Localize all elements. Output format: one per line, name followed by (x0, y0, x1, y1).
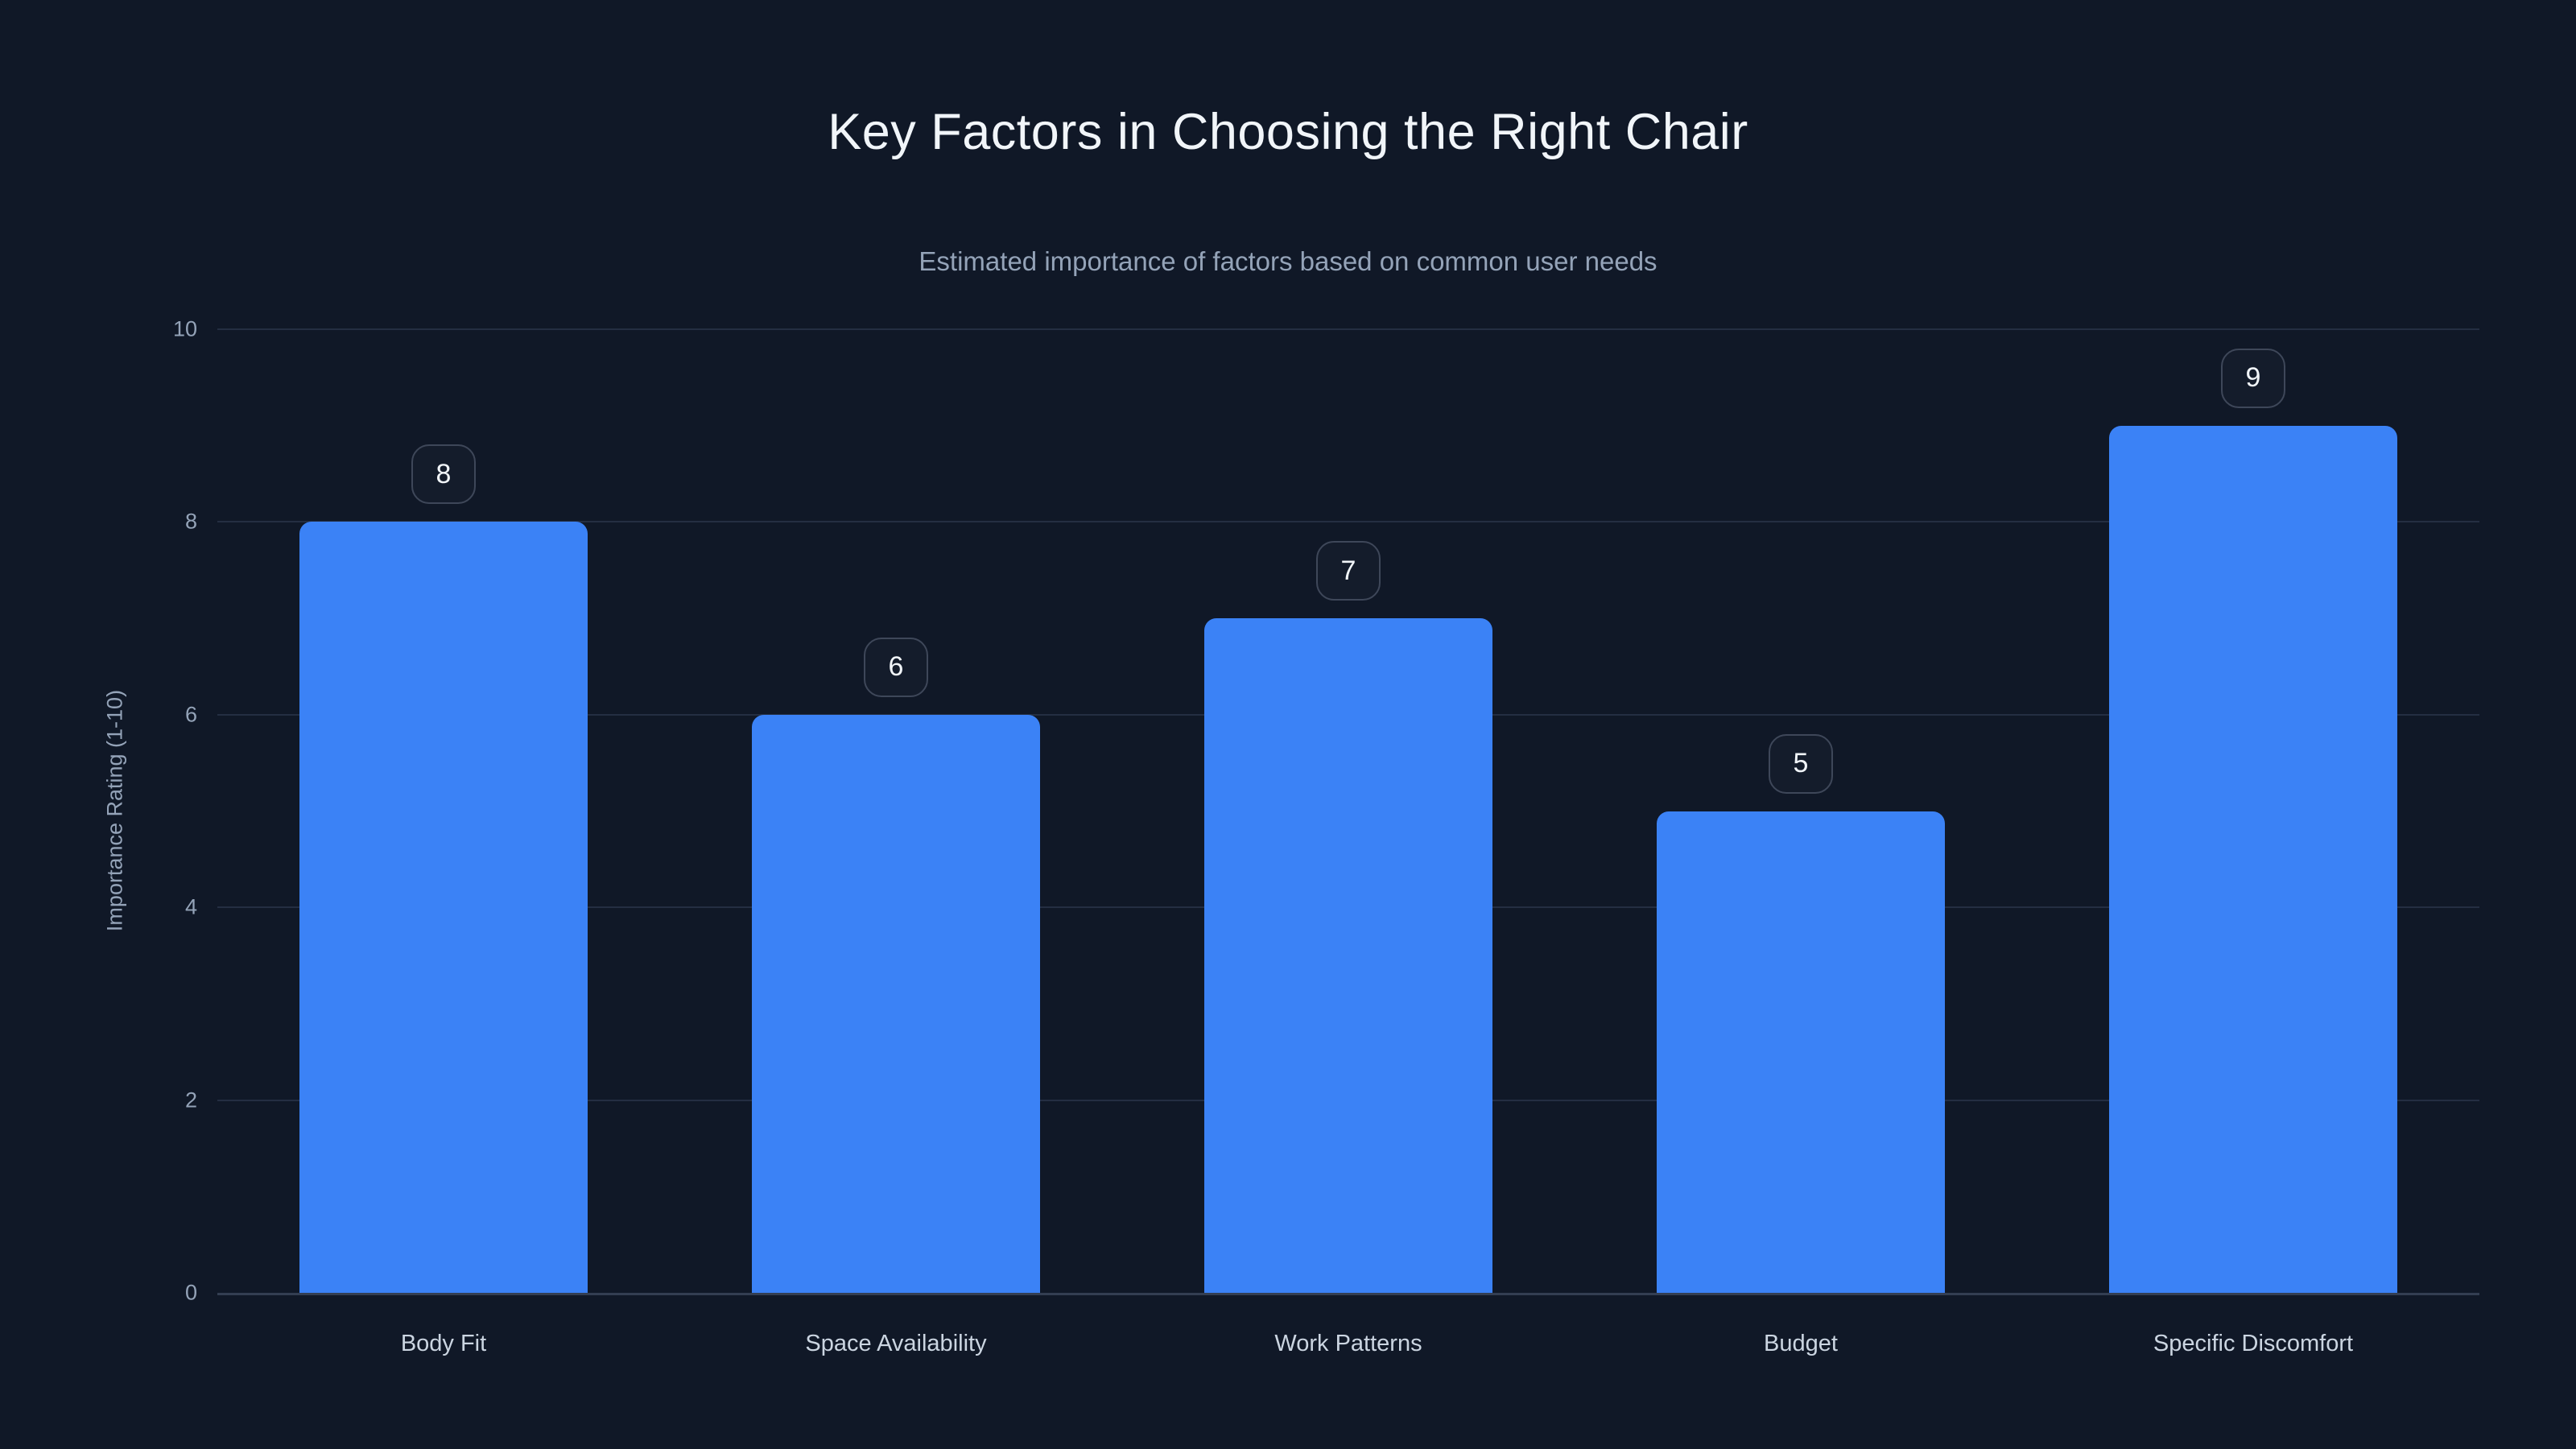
value-badge: 9 (2221, 348, 2285, 408)
x-category-label: Budget (1764, 1331, 1838, 1356)
value-badge: 7 (1316, 541, 1381, 601)
y-tick-label: 8 (184, 509, 197, 534)
y-tick-label: 2 (184, 1088, 197, 1113)
bar (2109, 425, 2397, 1293)
y-axis-label: Importance Rating (1-10) (102, 689, 127, 932)
value-badge: 6 (864, 637, 928, 697)
chart-title: Key Factors in Choosing the Right Chair (828, 104, 1748, 160)
gridline (217, 328, 2479, 330)
bar (1204, 618, 1492, 1293)
gridline (217, 521, 2479, 523)
bar (752, 714, 1040, 1293)
chart-subtitle: Estimated importance of factors based on… (919, 246, 1657, 276)
plot-area: 0 2 4 6 8 10 8 Body Fit 6 Space Availability 7 Work… (173, 317, 2479, 1356)
x-category-label: Space Availability (805, 1331, 987, 1356)
x-category-label: Work Patterns (1274, 1331, 1422, 1356)
y-tick-label: 0 (184, 1280, 197, 1305)
y-tick-label: 6 (184, 702, 197, 727)
bar (1657, 811, 1945, 1293)
x-category-label: Specific Discomfort (2153, 1331, 2354, 1356)
y-tick-label: 10 (172, 316, 197, 341)
x-category-label: Body Fit (400, 1331, 487, 1356)
y-tick-label: 4 (184, 894, 197, 919)
value-badge: 5 (1769, 733, 1833, 794)
value-badge: 8 (411, 444, 476, 505)
bar (299, 522, 588, 1293)
